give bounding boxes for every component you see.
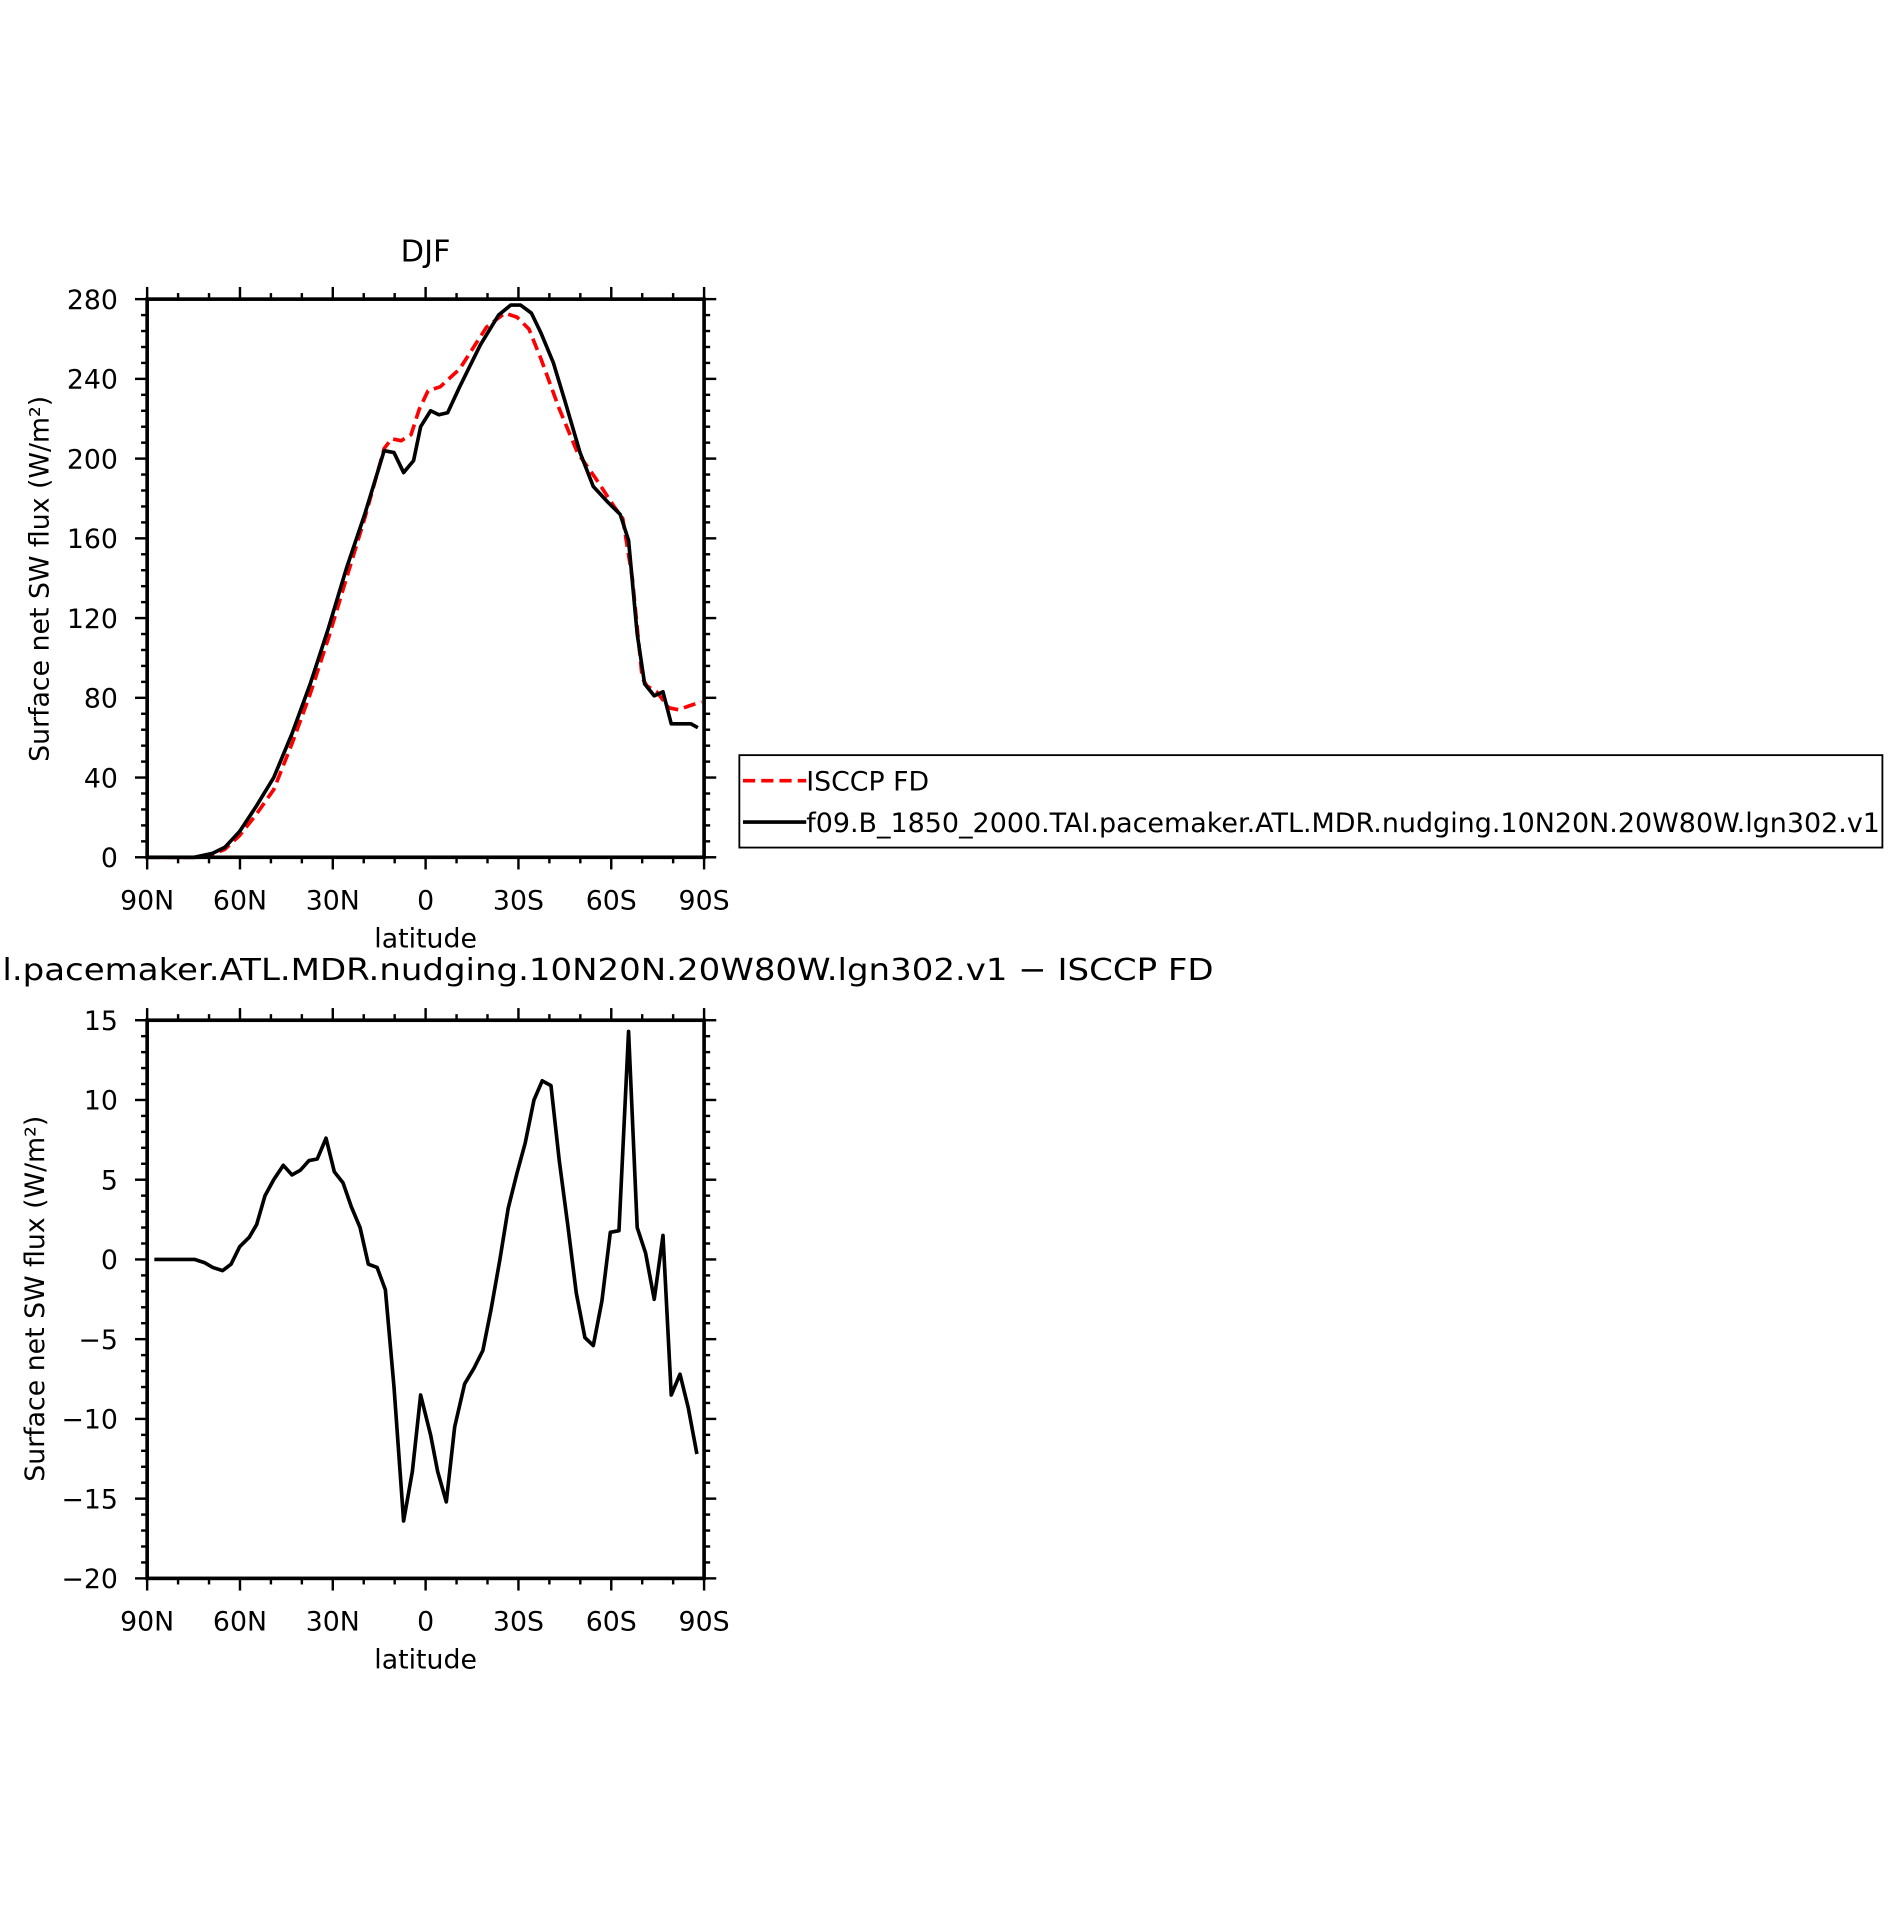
y-tick-label: 160 [67, 524, 118, 555]
y-tick-label: 280 [67, 285, 118, 316]
y-tick-label: −5 [79, 1325, 118, 1356]
x-tick-label: 60S [586, 886, 637, 917]
y-tick-label: −20 [62, 1564, 118, 1595]
x-tick-label: 30N [306, 1607, 360, 1638]
top-y-axis-label: Surface net SW flux (W/m²) [25, 396, 56, 762]
x-tick-label: 60N [213, 886, 267, 917]
series-line-model [147, 303, 699, 860]
series-line-isccp-fd [147, 311, 703, 860]
plot-frame [145, 1018, 706, 1581]
x-tick-label: 90S [679, 1607, 730, 1638]
y-tick-label: 200 [67, 444, 118, 475]
y-tick-label: 40 [84, 763, 118, 794]
y-tick-label: 80 [84, 684, 118, 715]
x-tick-label: 0 [417, 1607, 434, 1638]
plot-frame [145, 297, 706, 860]
y-tick-label: 0 [101, 1245, 118, 1276]
bottom-y-axis-label: Surface net SW flux (W/m²) [20, 1116, 51, 1482]
bottom-chart-title: l.pacemaker.ATL.MDR.nudging.10N20N.20W80… [2, 953, 1213, 988]
top-panel-djf: DJF latitude Surface net SW flux (W/m²) … [25, 234, 730, 954]
x-tick-label: 30N [306, 886, 360, 917]
y-tick-label: 5 [101, 1165, 118, 1196]
legend-label-model: f09.B_1850_2000.TAI.pacemaker.ATL.MDR.nu… [806, 808, 1880, 839]
x-tick-label: 30S [493, 886, 544, 917]
series-line-difference [154, 1029, 699, 1523]
y-tick-label: 10 [84, 1086, 118, 1117]
x-tick-label: 90S [679, 886, 730, 917]
bottom-panel-difference: l.pacemaker.ATL.MDR.nudging.10N20N.20W80… [2, 953, 1213, 1675]
x-tick-label: 60S [586, 1607, 637, 1638]
x-tick-label: 30S [493, 1607, 544, 1638]
y-tick-label: 120 [67, 604, 118, 635]
legend-label-isccp: ISCCP FD [806, 766, 929, 797]
x-tick-label: 90N [120, 886, 174, 917]
y-tick-label: 240 [67, 365, 118, 396]
top-x-axis-label: latitude [374, 923, 477, 954]
x-tick-label: 60N [213, 1607, 267, 1638]
top-chart-title: DJF [401, 234, 451, 269]
x-tick-label: 90N [120, 1607, 174, 1638]
y-tick-label: 0 [101, 843, 118, 874]
bottom-x-axis-label: latitude [374, 1644, 477, 1675]
x-tick-label: 0 [417, 886, 434, 917]
legend: ISCCP FD f09.B_1850_2000.TAI.pacemaker.A… [738, 754, 1884, 849]
legend-box [738, 754, 1884, 849]
y-tick-label: 15 [84, 1006, 118, 1037]
y-tick-label: −15 [62, 1484, 118, 1515]
y-tick-label: −10 [62, 1405, 118, 1436]
